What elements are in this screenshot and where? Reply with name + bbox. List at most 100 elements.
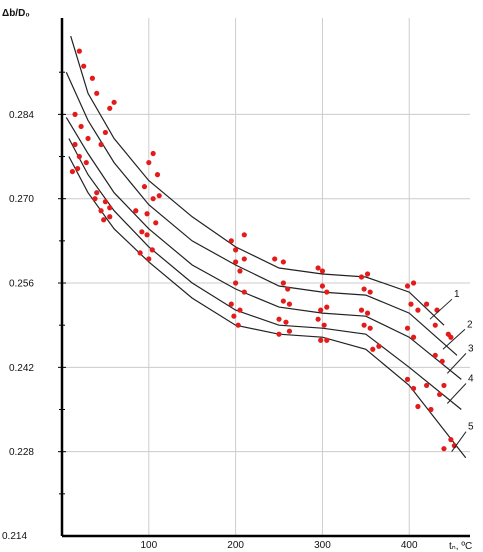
data-point <box>280 280 286 286</box>
data-point <box>428 406 434 413</box>
data-point <box>441 382 447 389</box>
data-point <box>432 352 438 358</box>
data-point <box>280 259 286 265</box>
data-point <box>448 437 454 443</box>
data-point <box>233 259 239 265</box>
data-point <box>133 208 139 214</box>
data-point <box>432 322 438 328</box>
data-point <box>144 211 150 217</box>
data-point <box>376 343 382 349</box>
data-point <box>404 283 411 289</box>
data-point <box>228 238 234 244</box>
data-point <box>98 208 104 214</box>
data-point <box>423 301 430 307</box>
data-point <box>75 165 81 172</box>
data-point <box>276 331 282 337</box>
data-point <box>235 322 241 328</box>
data-point <box>276 316 282 322</box>
data-point <box>241 289 247 295</box>
data-point <box>94 190 100 196</box>
y-tick-label: 0.242 <box>9 363 34 374</box>
curve-leader-3 <box>446 353 467 374</box>
data-point <box>358 274 365 280</box>
grid-lines <box>62 18 470 536</box>
x-axis-title: tₙ, ºC <box>449 541 472 552</box>
data-point <box>364 310 371 316</box>
series-points <box>69 48 457 452</box>
data-point <box>149 247 155 253</box>
data-point <box>101 217 107 223</box>
data-point <box>358 307 365 313</box>
data-point <box>410 334 417 340</box>
y-min-tick-label: 0.214 <box>2 531 27 542</box>
data-point <box>76 48 82 54</box>
data-point <box>319 283 326 289</box>
data-point <box>141 184 148 190</box>
data-point <box>237 307 243 313</box>
data-point <box>102 199 109 205</box>
data-point <box>448 334 454 340</box>
data-point <box>370 346 376 352</box>
data-point <box>107 205 113 211</box>
data-point <box>69 168 76 175</box>
data-point <box>107 214 113 220</box>
data-point <box>286 328 293 334</box>
data-point <box>410 280 417 286</box>
data-point <box>423 382 430 389</box>
data-point <box>324 304 330 310</box>
data-point <box>437 391 443 398</box>
data-point <box>89 75 95 81</box>
data-point <box>272 256 278 262</box>
data-point <box>94 90 100 96</box>
curve-leader-5 <box>451 431 467 452</box>
data-point <box>318 307 324 313</box>
data-point <box>72 141 78 148</box>
data-point <box>146 159 152 166</box>
data-point <box>156 193 162 199</box>
data-point <box>434 307 440 313</box>
data-point <box>367 289 373 295</box>
data-point <box>150 196 156 202</box>
data-point <box>315 316 321 322</box>
data-point <box>241 256 247 262</box>
curve-label-1: 1 <box>454 289 460 300</box>
curve-leader-1 <box>429 298 453 320</box>
x-tick-label: 400 <box>401 540 418 551</box>
curve-label-2: 2 <box>467 319 473 330</box>
data-point <box>81 63 87 69</box>
data-point <box>280 298 286 304</box>
curve-leader-4 <box>446 383 467 404</box>
series-line-3 <box>65 117 462 380</box>
data-point <box>324 337 330 343</box>
data-point <box>286 301 293 307</box>
data-point <box>233 247 239 253</box>
data-point <box>83 159 89 166</box>
data-point <box>283 319 289 325</box>
data-point <box>150 150 156 157</box>
data-point <box>154 172 161 178</box>
y-tick-label: 0.284 <box>9 110 34 121</box>
data-point <box>364 271 371 277</box>
curve-label-5: 5 <box>468 422 474 433</box>
data-point <box>324 289 330 295</box>
y-tick-label: 0.228 <box>9 447 34 458</box>
data-point <box>228 301 234 307</box>
data-point <box>415 403 421 410</box>
data-point <box>102 129 109 136</box>
data-point <box>98 141 104 148</box>
data-point <box>318 337 324 343</box>
data-point <box>404 376 411 382</box>
data-point <box>76 153 82 160</box>
y-tick-label: 0.270 <box>9 194 34 205</box>
data-point <box>410 385 417 392</box>
series-line-5 <box>68 156 467 459</box>
data-point <box>439 358 445 364</box>
x-tick-label: 200 <box>227 540 244 551</box>
curve-label-4: 4 <box>468 374 474 385</box>
data-point <box>107 105 113 111</box>
curve-labels: 1 2 3 4 5 <box>429 289 474 452</box>
data-point <box>139 229 145 235</box>
data-point <box>153 220 159 226</box>
x-tick-label: 100 <box>140 540 157 551</box>
